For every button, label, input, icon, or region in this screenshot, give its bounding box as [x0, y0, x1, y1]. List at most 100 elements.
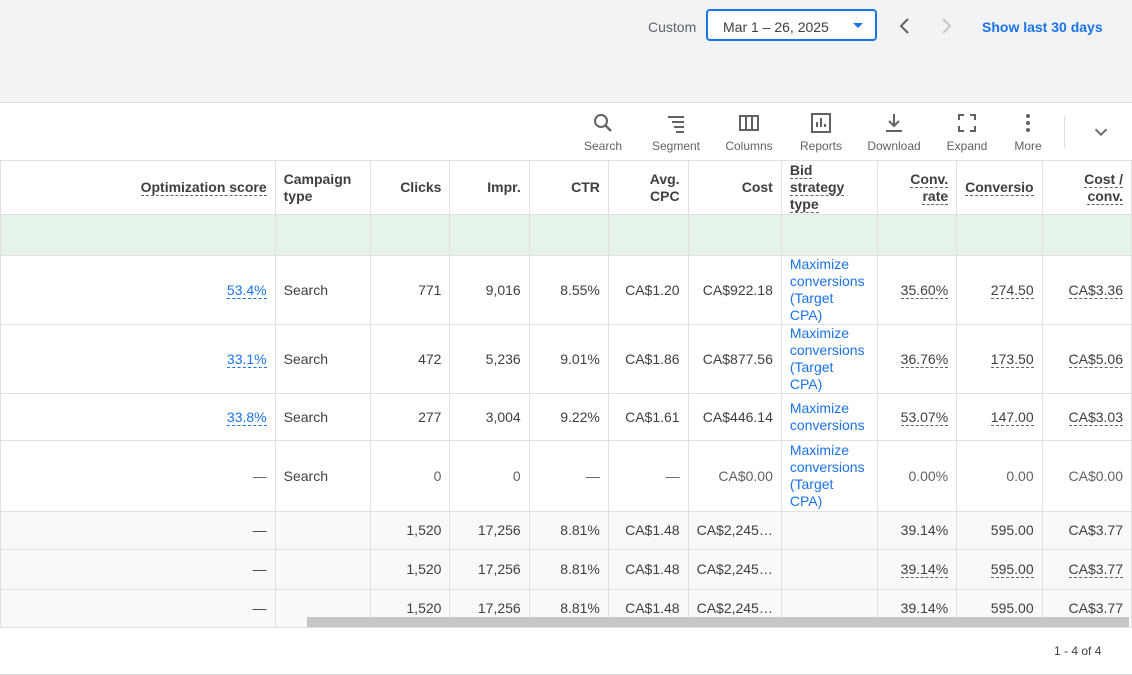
custom-label: Custom: [648, 19, 697, 35]
clicks-cell: 0: [370, 440, 451, 512]
conversions-cell: 0.00: [956, 440, 1043, 512]
total-bid-strategy: [780, 511, 878, 550]
clicks-cell: 277: [370, 393, 451, 441]
segment-icon: [668, 116, 684, 133]
search-button[interactable]: Search: [582, 111, 624, 153]
optimization-score-link[interactable]: 33.8%: [226, 408, 267, 426]
fullscreen-icon: [958, 114, 976, 132]
header-conv-rate[interactable]: Conv. rate: [876, 160, 958, 215]
cost-per-conv-value[interactable]: CA$3.36: [1068, 281, 1123, 299]
columns-button[interactable]: Columns: [723, 111, 775, 153]
reports-button[interactable]: Reports: [796, 111, 846, 153]
columns-label: Columns: [725, 139, 773, 153]
total-campaign-type: [274, 511, 372, 550]
campaign-type-cell: Search: [274, 440, 372, 512]
expand-label: Expand: [946, 139, 988, 153]
segment-button[interactable]: Segment: [648, 111, 704, 153]
conversions-value[interactable]: 173.50: [990, 350, 1034, 368]
date-range-value: Mar 1 – 26, 2025: [723, 19, 829, 35]
total-conv-rate: 39.14%: [876, 511, 958, 550]
conv-rate-value[interactable]: 35.60%: [900, 281, 949, 299]
search-label: Search: [583, 139, 623, 153]
bid-strategy-link[interactable]: Maximize conversions: [780, 393, 878, 441]
optimization-score-link[interactable]: 33.1%: [226, 350, 267, 368]
cost-cell: CA$0.00: [687, 440, 782, 512]
optimization-score-link[interactable]: 53.4%: [226, 281, 267, 299]
bid-strategy-link[interactable]: Maximize conversions (Target CPA): [780, 255, 878, 325]
total-conversions: 595.00: [956, 511, 1043, 550]
campaigns-panel: Search Segment Columns Reports: [0, 102, 1132, 675]
expand-button[interactable]: Expand: [944, 111, 990, 153]
header-ctr[interactable]: CTR: [528, 160, 609, 215]
header-conversions[interactable]: Conversio: [956, 160, 1043, 215]
header-campaign-type[interactable]: Campaign type: [274, 160, 372, 215]
total-ctr: 8.81%: [528, 511, 609, 550]
conversions-value[interactable]: 147.00: [990, 408, 1034, 426]
bid-strategy-link[interactable]: Maximize conversions (Target CPA): [780, 324, 878, 394]
horizontal-scrollbar[interactable]: [307, 617, 1129, 627]
table-toolbar: Search Segment Columns Reports: [0, 103, 1132, 160]
more-button[interactable]: More: [1010, 111, 1046, 153]
columns-icon: [739, 115, 759, 131]
reports-label: Reports: [799, 139, 843, 153]
ctr-cell: —: [528, 440, 609, 512]
total-conversions[interactable]: 595.00: [990, 561, 1034, 578]
table-row[interactable]: 53.4% Search 771 9,016 8.55% CA$1.20 CA$…: [0, 255, 1132, 325]
total-cost: CA$2,245…: [687, 511, 782, 550]
header-cost-per-conv[interactable]: Cost / conv.: [1041, 160, 1132, 215]
show-last-30-days-link[interactable]: Show last 30 days: [982, 19, 1103, 35]
header-clicks[interactable]: Clicks: [370, 160, 451, 215]
bid-strategy-link[interactable]: Maximize conversions (Target CPA): [780, 440, 878, 512]
cost-per-conv-cell: CA$0.00: [1041, 440, 1132, 512]
chevron-right-icon[interactable]: [934, 14, 958, 38]
totals-row: — 1,520 17,256 8.81% CA$1.48 CA$2,245… 3…: [0, 549, 1132, 590]
conv-rate-value[interactable]: 53.07%: [900, 408, 949, 426]
download-icon: [886, 114, 902, 132]
table-row[interactable]: — Search 0 0 — — CA$0.00 Maximize conver…: [0, 440, 1132, 512]
header-avg-cpc[interactable]: Avg. CPC: [607, 160, 689, 215]
total-impr: 17,256: [449, 511, 530, 550]
chevron-left-icon[interactable]: [893, 14, 917, 38]
avg-cpc-cell: CA$1.86: [607, 324, 689, 394]
total-optimization-score: —: [0, 511, 276, 550]
ctr-cell: 9.22%: [528, 393, 609, 441]
header-bid-strategy-type[interactable]: Bid strategy type: [780, 160, 878, 215]
clicks-cell: 472: [370, 324, 451, 394]
campaign-type-cell: Search: [274, 324, 372, 394]
conv-rate-value[interactable]: 36.76%: [900, 350, 949, 368]
conversions-value[interactable]: 274.50: [990, 281, 1034, 299]
total-optimization-score: —: [0, 549, 276, 590]
toolbar-divider: [1064, 116, 1065, 148]
segment-label: Segment: [651, 139, 701, 153]
cost-cell: CA$877.56: [687, 324, 782, 394]
total-cost-per-conv[interactable]: CA$3.77: [1068, 561, 1123, 578]
table-row[interactable]: 33.8% Search 277 3,004 9.22% CA$1.61 CA$…: [0, 393, 1132, 441]
total-campaign-type: [274, 549, 372, 590]
ctr-cell: 8.55%: [528, 255, 609, 325]
total-clicks: 1,520: [370, 511, 451, 550]
total-clicks: 1,520: [370, 549, 451, 590]
date-range-select[interactable]: Mar 1 – 26, 2025: [706, 9, 877, 41]
campaigns-table-container: Optimization score Campaign type Clicks …: [0, 160, 1132, 628]
optimization-score-cell: —: [0, 440, 276, 512]
more-label: More: [1014, 139, 1042, 153]
download-button[interactable]: Download: [864, 111, 924, 153]
totals-row: — 1,520 17,256 8.81% CA$1.48 CA$2,245… 3…: [0, 511, 1132, 550]
cost-per-conv-value[interactable]: CA$3.03: [1068, 408, 1123, 426]
chevron-down-icon[interactable]: [1090, 121, 1112, 143]
campaigns-table: Optimization score Campaign type Clicks …: [0, 160, 1132, 628]
cost-cell: CA$922.18: [687, 255, 782, 325]
header-impr[interactable]: Impr.: [449, 160, 530, 215]
total-conv-rate[interactable]: 39.14%: [900, 561, 949, 578]
table-row[interactable]: 33.1% Search 472 5,236 9.01% CA$1.86 CA$…: [0, 324, 1132, 394]
header-cost[interactable]: Cost: [687, 160, 782, 215]
cost-per-conv-value[interactable]: CA$5.06: [1068, 350, 1123, 368]
total-ctr: 8.81%: [528, 549, 609, 590]
search-icon: [594, 114, 612, 132]
date-range-bar: Custom Mar 1 – 26, 2025 Show last 30 day…: [0, 0, 1132, 102]
header-optimization-score[interactable]: Optimization score: [0, 160, 276, 215]
total-cost: CA$2,245…: [687, 549, 782, 590]
campaign-type-cell: Search: [274, 393, 372, 441]
total-avg-cpc: CA$1.48: [607, 511, 689, 550]
avg-cpc-cell: CA$1.20: [607, 255, 689, 325]
